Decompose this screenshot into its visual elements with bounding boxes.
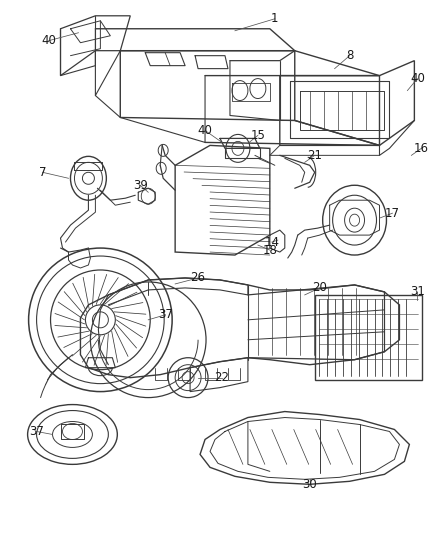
- Text: 37: 37: [158, 309, 173, 321]
- Text: 7: 7: [39, 166, 46, 179]
- Text: 37: 37: [29, 425, 44, 438]
- Text: 40: 40: [410, 72, 425, 85]
- Text: 14: 14: [264, 236, 279, 248]
- Text: 26: 26: [191, 271, 205, 285]
- Text: 40: 40: [198, 124, 212, 137]
- Text: 8: 8: [346, 49, 353, 62]
- Text: 20: 20: [312, 281, 327, 294]
- Text: 21: 21: [307, 149, 322, 162]
- Text: 31: 31: [410, 285, 425, 298]
- Text: 40: 40: [41, 34, 56, 47]
- Text: 16: 16: [414, 142, 429, 155]
- Text: 18: 18: [262, 244, 277, 256]
- Text: 15: 15: [251, 129, 265, 142]
- Text: 17: 17: [385, 207, 400, 220]
- Text: 22: 22: [215, 371, 230, 384]
- Text: 39: 39: [133, 179, 148, 192]
- Text: 1: 1: [271, 12, 279, 25]
- Text: 30: 30: [302, 478, 317, 491]
